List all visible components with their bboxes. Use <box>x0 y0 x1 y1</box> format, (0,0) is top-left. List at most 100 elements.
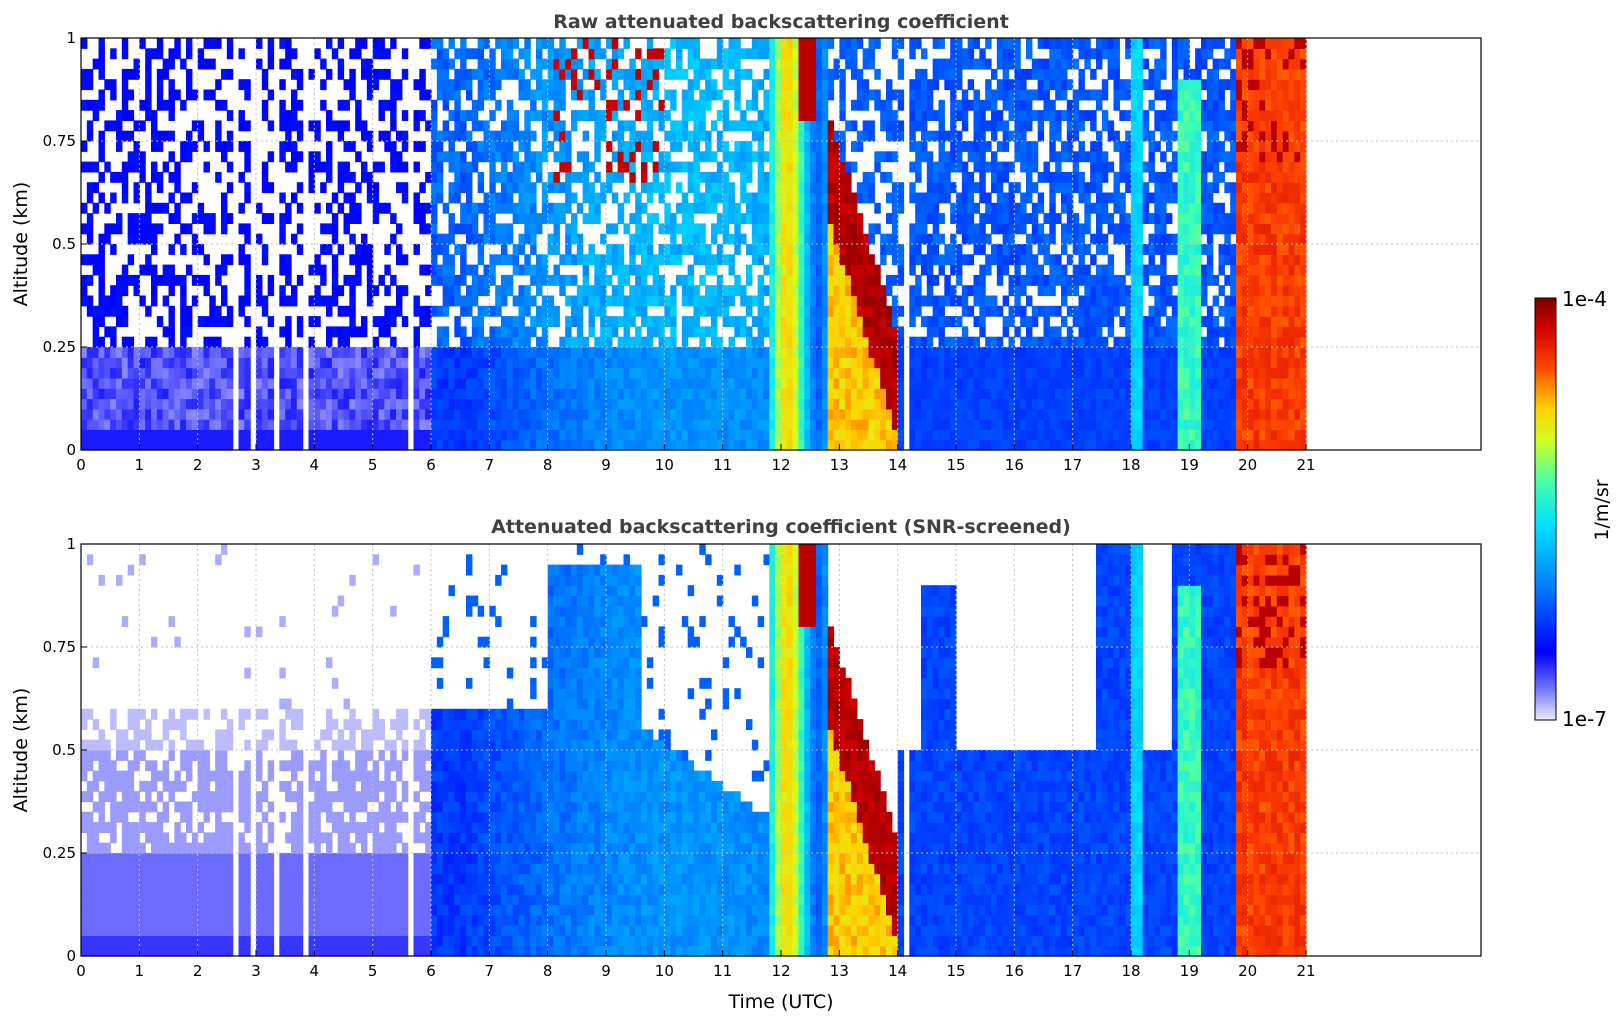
heatmap-cell <box>798 68 805 80</box>
heatmap-cell <box>1014 295 1021 307</box>
heatmap-cell <box>86 429 94 441</box>
heatmap-cell <box>92 419 100 430</box>
heatmap-cell <box>151 264 158 276</box>
heatmap-cell <box>151 171 158 183</box>
heatmap-cell <box>1131 316 1138 327</box>
heatmap-cell <box>1055 326 1062 338</box>
heatmap-cell <box>145 233 152 245</box>
heatmap-cell <box>676 58 683 70</box>
heatmap-cell <box>769 192 776 204</box>
heatmap-cell <box>582 439 590 451</box>
heatmap-cell <box>950 120 957 132</box>
heatmap-cell <box>996 161 1004 173</box>
heatmap-cell <box>915 79 922 91</box>
heatmap-cell <box>506 233 514 245</box>
heatmap-cell <box>716 192 724 204</box>
heatmap-cell <box>460 130 467 142</box>
heatmap-cell <box>617 357 625 369</box>
heatmap-cell <box>1066 58 1074 70</box>
heatmap-cell <box>337 388 345 400</box>
heatmap-cell <box>436 161 444 173</box>
heatmap-cell <box>1096 48 1103 60</box>
heatmap-cell <box>1037 285 1045 297</box>
heatmap-cell <box>827 151 835 163</box>
heatmap-cell <box>1037 408 1045 420</box>
heatmap-cell <box>833 223 840 235</box>
heatmap-cell <box>874 419 881 430</box>
heatmap-cell <box>553 305 560 317</box>
heatmap-cell <box>652 295 660 307</box>
heatmap-cell <box>996 79 1004 91</box>
heatmap-cell <box>961 182 969 194</box>
heatmap-cell <box>1101 213 1109 224</box>
heatmap-cell <box>880 316 887 327</box>
heatmap-cell <box>197 316 205 327</box>
heatmap-cell <box>1107 48 1115 60</box>
heatmap-cell <box>1066 38 1074 49</box>
heatmap-cell <box>757 388 765 400</box>
heatmap-cell <box>926 274 934 286</box>
heatmap-cell <box>162 347 170 358</box>
heatmap-cell <box>641 223 648 235</box>
heatmap-cell <box>244 429 251 441</box>
heatmap-cell <box>86 192 94 204</box>
heatmap-cell <box>565 233 572 245</box>
heatmap-cell <box>495 295 502 307</box>
heatmap-cell <box>792 58 800 70</box>
heatmap-cell <box>956 429 963 441</box>
heatmap-cell <box>979 408 986 420</box>
heatmap-cell <box>757 419 765 430</box>
heatmap-cell <box>897 439 905 451</box>
heatmap-cell <box>571 110 578 121</box>
heatmap-cell <box>349 419 356 430</box>
heatmap-cell <box>856 264 864 276</box>
heatmap-cell <box>384 326 391 338</box>
heatmap-cell <box>862 264 870 276</box>
heatmap-cell <box>384 305 391 317</box>
heatmap-cell <box>606 182 613 194</box>
heatmap-cell <box>967 141 975 152</box>
heatmap-cell <box>950 161 957 173</box>
heatmap-cell <box>553 388 560 400</box>
heatmap-cell <box>127 419 135 430</box>
heatmap-cell <box>926 285 934 297</box>
heatmap-cell <box>839 182 846 194</box>
heatmap-cell <box>973 89 980 101</box>
heatmap-cell <box>646 79 654 91</box>
heatmap-cell <box>343 336 350 348</box>
heatmap-cell <box>1066 398 1074 410</box>
heatmap-cell <box>448 254 455 266</box>
heatmap-cell <box>798 285 805 297</box>
heatmap-cell <box>728 120 735 132</box>
heatmap-cell <box>1072 244 1080 255</box>
heatmap-cell <box>331 326 339 338</box>
heatmap-cell <box>816 305 823 317</box>
heatmap-cell <box>839 305 846 317</box>
heatmap-cell <box>495 305 502 317</box>
heatmap-cell <box>337 38 345 49</box>
heatmap-cell <box>401 254 409 266</box>
heatmap-cell <box>810 233 817 245</box>
heatmap-cell <box>203 274 210 286</box>
heatmap-cell <box>1026 439 1033 451</box>
heatmap-cell <box>600 367 607 379</box>
heatmap-cell <box>810 58 817 70</box>
heatmap-cell <box>1031 151 1039 163</box>
heatmap-cell <box>641 274 648 286</box>
heatmap-cell <box>716 110 724 121</box>
heatmap-cell <box>611 357 619 369</box>
heatmap-cell <box>670 213 677 224</box>
heatmap-cell <box>623 398 630 410</box>
heatmap-cell <box>821 120 829 132</box>
heatmap-cell <box>425 347 432 358</box>
panel1-heatmap <box>81 38 1307 451</box>
heatmap-cell <box>1031 347 1039 358</box>
heatmap-cell <box>576 58 584 70</box>
heatmap-cell <box>915 89 922 101</box>
heatmap-cell <box>769 182 776 194</box>
heatmap-cell <box>926 182 934 194</box>
heatmap-cell <box>722 79 730 91</box>
heatmap-cell <box>751 79 759 91</box>
heatmap-cell <box>460 388 467 400</box>
heatmap-cell <box>851 274 858 286</box>
